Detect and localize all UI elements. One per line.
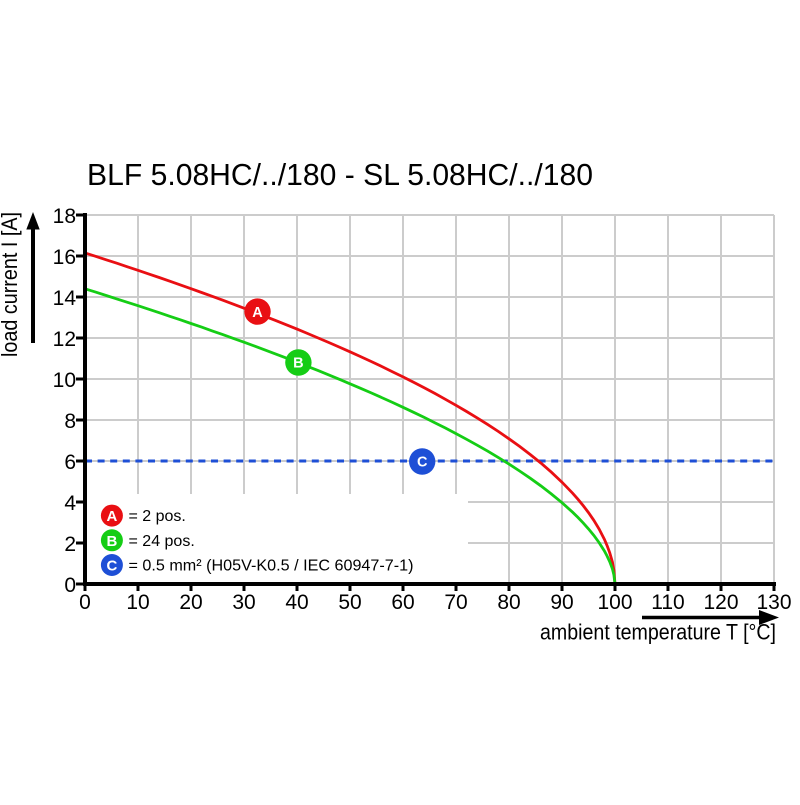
svg-text:0: 0 — [79, 591, 91, 614]
svg-text:= 24 pos.: = 24 pos. — [129, 533, 195, 550]
svg-text:10: 10 — [53, 369, 76, 392]
svg-text:10: 10 — [126, 591, 149, 614]
svg-text:40: 40 — [285, 591, 308, 614]
svg-text:100: 100 — [597, 591, 632, 614]
svg-text:110: 110 — [651, 591, 684, 614]
svg-text:30: 30 — [232, 591, 255, 614]
svg-text:4: 4 — [64, 492, 76, 515]
svg-text:20: 20 — [179, 591, 202, 614]
svg-text:= 0.5 mm² (H05V-K0.5 / IEC 609: = 0.5 mm² (H05V-K0.5 / IEC 60947-7-1) — [129, 558, 414, 575]
svg-text:70: 70 — [444, 591, 467, 614]
svg-text:90: 90 — [550, 591, 573, 614]
svg-text:= 2 pos.: = 2 pos. — [129, 508, 186, 525]
svg-text:BLF 5.08HC/../180 - SL 5.08HC/: BLF 5.08HC/../180 - SL 5.08HC/../180 — [87, 157, 593, 192]
svg-text:18: 18 — [53, 205, 76, 228]
svg-text:0: 0 — [64, 574, 76, 597]
svg-text:120: 120 — [703, 591, 738, 614]
svg-text:A: A — [252, 305, 263, 321]
svg-text:C: C — [417, 455, 428, 471]
svg-text:B: B — [293, 356, 303, 372]
svg-text:C: C — [106, 558, 117, 575]
svg-text:130: 130 — [756, 591, 791, 614]
svg-text:load current I [A]: load current I [A] — [0, 212, 22, 357]
svg-text:2: 2 — [64, 533, 76, 556]
svg-text:14: 14 — [53, 287, 77, 310]
svg-text:16: 16 — [53, 246, 76, 269]
svg-text:60: 60 — [391, 591, 414, 614]
svg-text:50: 50 — [338, 591, 361, 614]
svg-text:8: 8 — [64, 410, 76, 433]
svg-text:B: B — [106, 533, 117, 550]
svg-text:6: 6 — [64, 451, 76, 474]
svg-text:ambient temperature T [°C]: ambient temperature T [°C] — [540, 620, 776, 645]
svg-text:12: 12 — [53, 328, 76, 351]
svg-text:A: A — [106, 508, 117, 525]
svg-text:80: 80 — [497, 591, 520, 614]
